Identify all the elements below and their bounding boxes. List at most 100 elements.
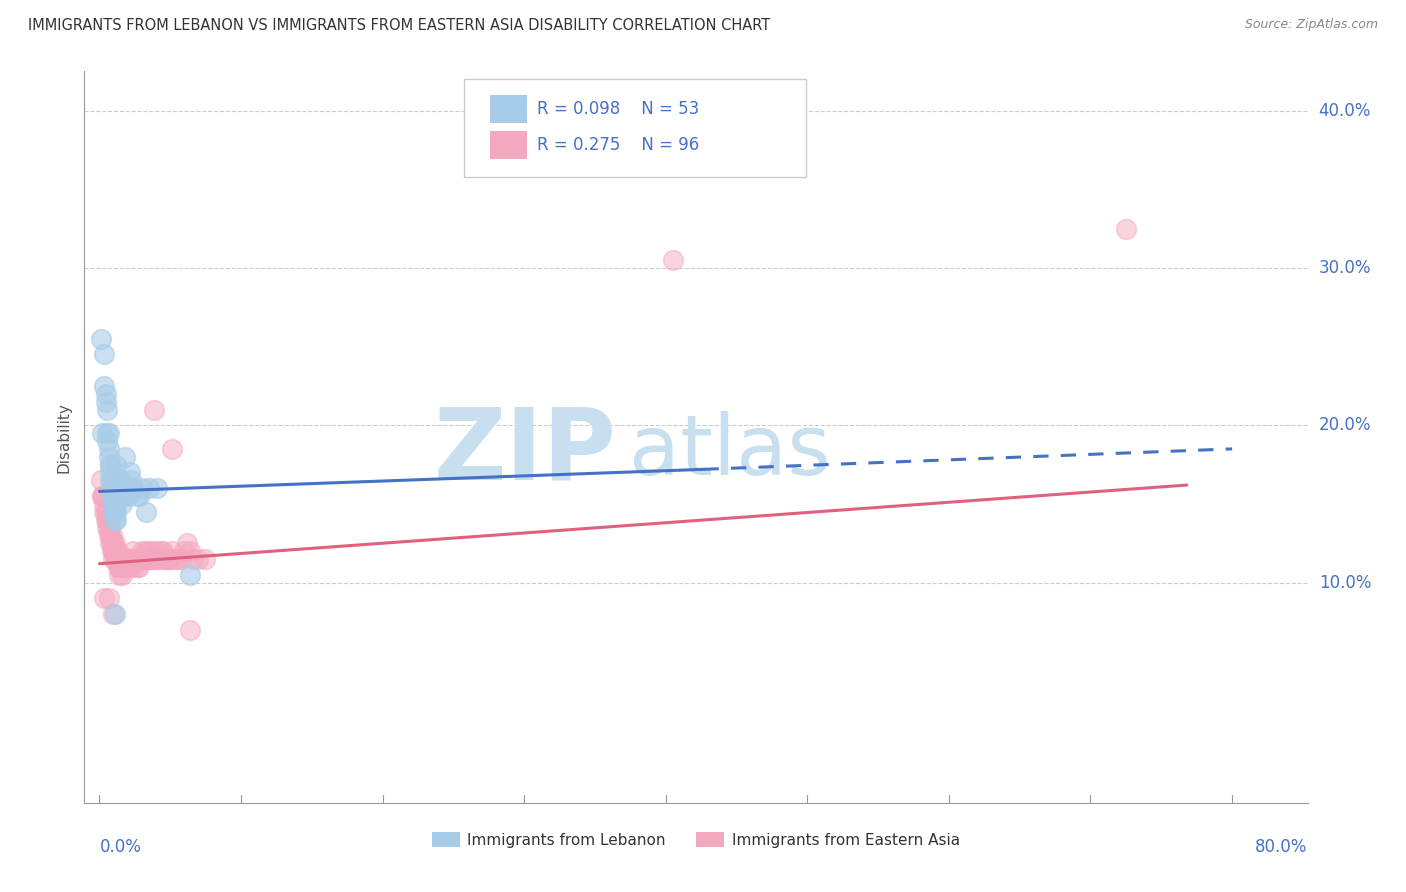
Point <box>135 552 157 566</box>
Point <box>115 552 138 566</box>
Point <box>103 497 125 511</box>
Point <box>101 481 124 495</box>
Point <box>127 559 149 574</box>
Point <box>153 552 176 566</box>
Point <box>111 567 134 582</box>
Point <box>100 544 122 558</box>
Point <box>160 442 183 456</box>
Point <box>98 458 121 472</box>
Point <box>107 559 129 574</box>
Bar <box>491 95 527 122</box>
Point <box>93 379 115 393</box>
Point <box>103 505 125 519</box>
Point <box>111 559 134 574</box>
Point <box>101 505 124 519</box>
Point <box>112 489 135 503</box>
Bar <box>491 131 527 159</box>
Point <box>138 481 160 495</box>
Point <box>103 513 125 527</box>
Point <box>97 450 120 464</box>
Point <box>181 552 204 566</box>
Point <box>135 505 157 519</box>
Point <box>91 426 114 441</box>
Point <box>121 559 143 574</box>
Point <box>111 552 134 566</box>
Point <box>142 402 165 417</box>
Point <box>93 489 115 503</box>
Point <box>97 513 120 527</box>
Point <box>141 552 163 566</box>
Point <box>96 402 118 417</box>
Text: 30.0%: 30.0% <box>1319 259 1371 277</box>
Point <box>101 536 124 550</box>
Point <box>139 552 162 566</box>
Point <box>117 552 139 566</box>
Point <box>105 552 128 566</box>
Point <box>110 559 132 574</box>
Point <box>98 458 121 472</box>
Point <box>108 559 131 574</box>
Point <box>108 489 131 503</box>
Point <box>163 552 186 566</box>
Point <box>120 473 142 487</box>
Point <box>96 426 118 441</box>
Point <box>107 552 129 566</box>
Point <box>110 473 132 487</box>
Point <box>125 552 148 566</box>
Point <box>103 489 125 503</box>
Point <box>156 552 179 566</box>
Point <box>152 544 174 558</box>
Point <box>114 489 136 503</box>
Point <box>98 536 121 550</box>
Point <box>96 520 118 534</box>
Point <box>141 544 163 558</box>
Point <box>118 559 141 574</box>
Point <box>155 552 177 566</box>
Point <box>179 623 201 637</box>
Point <box>114 552 136 566</box>
Point <box>98 528 121 542</box>
Text: 40.0%: 40.0% <box>1319 102 1371 120</box>
Point <box>114 559 136 574</box>
Point <box>115 559 138 574</box>
Point <box>100 528 122 542</box>
Point <box>117 489 139 503</box>
Point <box>101 489 124 503</box>
FancyBboxPatch shape <box>464 78 806 178</box>
Point <box>108 552 131 566</box>
Point <box>179 544 201 558</box>
Point <box>120 552 142 566</box>
Point <box>105 544 128 558</box>
Point <box>100 481 122 495</box>
Point <box>114 450 136 464</box>
Point <box>96 505 118 519</box>
Point <box>110 552 132 566</box>
Point <box>101 607 124 621</box>
Point <box>132 552 155 566</box>
Point <box>97 442 120 456</box>
Point <box>118 466 141 480</box>
Point <box>112 559 135 574</box>
Point <box>97 528 120 542</box>
Text: 10.0%: 10.0% <box>1319 574 1371 591</box>
Point <box>105 489 128 503</box>
Text: atlas: atlas <box>628 411 831 492</box>
Point <box>159 552 181 566</box>
Point <box>157 552 180 566</box>
Point <box>105 458 128 472</box>
Point <box>98 473 121 487</box>
Point <box>121 481 143 495</box>
Point <box>128 489 150 503</box>
Text: 80.0%: 80.0% <box>1256 838 1308 855</box>
Point <box>94 513 117 527</box>
Point <box>194 552 217 566</box>
Point <box>107 544 129 558</box>
Point <box>93 505 115 519</box>
Point <box>105 505 128 519</box>
Point <box>100 489 122 503</box>
Point <box>1115 221 1137 235</box>
Point <box>93 591 115 606</box>
Point <box>112 552 135 566</box>
Point <box>187 552 209 566</box>
Text: R = 0.098    N = 53: R = 0.098 N = 53 <box>537 100 699 118</box>
